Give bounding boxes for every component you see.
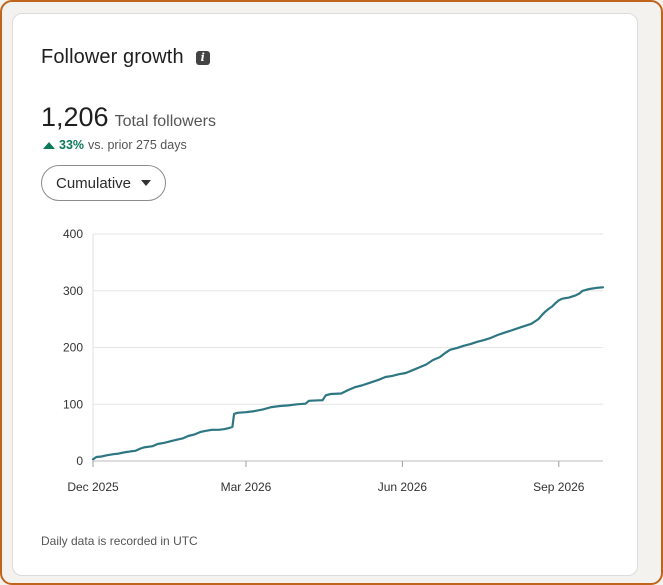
follower-growth-card: Follower growth i 1,206 Total followers … [12,13,638,576]
total-followers-label: Total followers [114,113,216,130]
triangle-up-icon [43,141,55,149]
change-percent: 33% [59,138,85,152]
x-tick-label: Mar 2026 [221,480,272,494]
y-tick-label: 300 [63,284,83,298]
caret-down-icon [141,180,152,186]
x-tick-label: Jun 2026 [378,480,428,494]
y-tick-label: 100 [63,397,83,411]
view-mode-dropdown[interactable]: Cumulative [41,165,167,201]
change-row: 33% vs. prior 275 days [43,138,187,152]
y-tick-label: 0 [76,454,83,468]
info-icon[interactable]: i [195,50,210,65]
y-tick-label: 400 [63,227,83,241]
series-line-0 [91,286,605,461]
y-tick-label: 200 [63,341,83,355]
change-text: vs. prior 275 days [88,138,187,152]
x-tick-label: Sep 2026 [533,480,585,494]
card-title: Follower growth [41,46,184,68]
x-tick-label: Dec 2025 [67,480,119,494]
total-followers-value: 1,206 [41,102,109,132]
follower-growth-chart: 0 100 200 300 400 Dec 2025 Mar 2026 Jun 2026 Sep… [63,227,605,494]
footnote: Daily data is recorded in UTC [41,534,198,548]
dropdown-label: Cumulative [56,174,132,192]
title-row: Follower growth i [41,46,210,69]
total-followers-row: 1,206 Total followers [41,102,216,133]
